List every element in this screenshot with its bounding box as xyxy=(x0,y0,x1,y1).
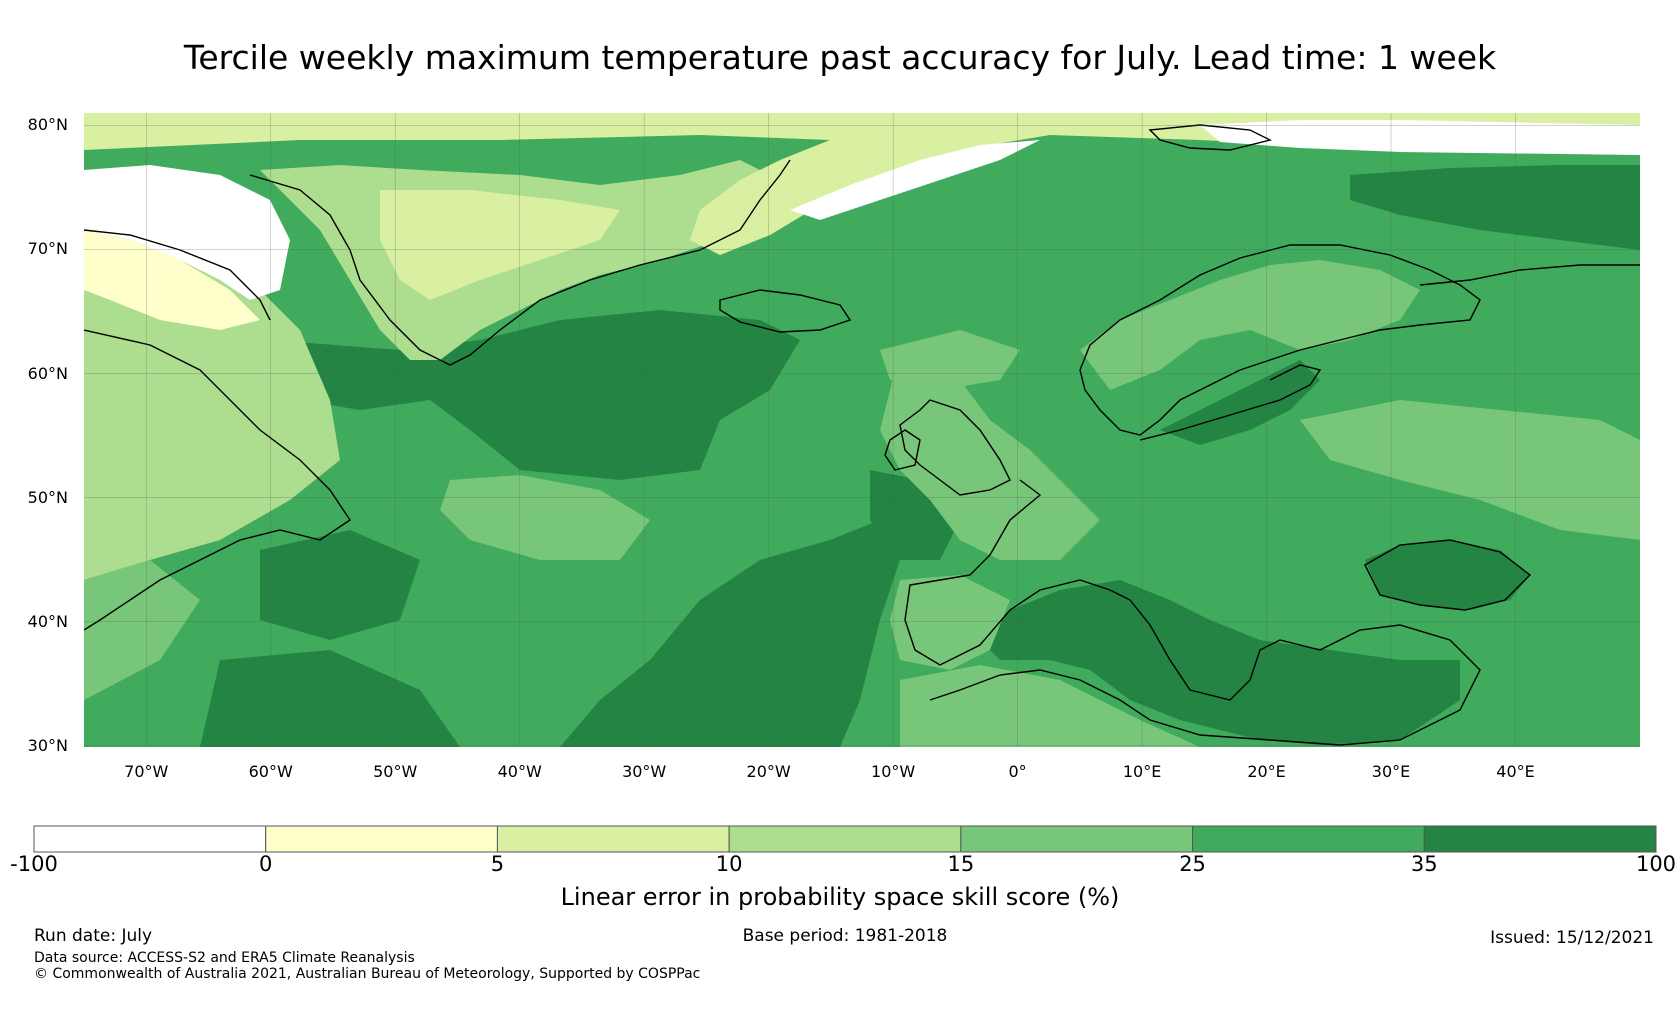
colorbar-bin xyxy=(1423,825,1657,853)
longitude-label: 20°W xyxy=(746,762,791,781)
coast-labrador xyxy=(84,329,351,631)
latitude-label: 70°N xyxy=(27,239,68,259)
colorbar-tick-label: 15 xyxy=(947,852,975,876)
coast-svalbard xyxy=(1148,124,1273,151)
colorbar-tick-label: 25 xyxy=(1179,852,1206,876)
run-date: Run date: July xyxy=(34,926,153,946)
colorbar-tick-label: 0 xyxy=(259,852,273,876)
skill-region-biscay-core xyxy=(870,470,960,560)
longitude-label: 10°W xyxy=(871,762,916,781)
skill-map xyxy=(84,113,1640,747)
skill-region-eastern-atlantic-core xyxy=(560,520,900,747)
skill-region-svalbard-negative xyxy=(1200,120,1640,155)
colorbar-tick-label: 100 xyxy=(1635,852,1677,876)
skill-region-ice-edge-negative xyxy=(790,140,1040,220)
skill-region-west-atlantic-core xyxy=(260,530,420,640)
longitude-label: 60°W xyxy=(248,762,293,781)
coast-baltic xyxy=(1139,364,1322,441)
coast-ireland xyxy=(884,429,921,471)
skill-region-scandinavia xyxy=(1080,260,1420,390)
base-period: Base period: 1981-2018 xyxy=(742,926,948,946)
skill-region-north-africa xyxy=(900,665,1200,747)
issued-date: Issued: 15/12/2021 xyxy=(1490,928,1654,948)
latitude-label: 60°N xyxy=(27,363,68,383)
longitude-label: 70°W xyxy=(124,762,169,781)
skill-region-iberia xyxy=(890,575,1010,670)
colorbar-tick-label: 5 xyxy=(490,852,505,876)
skill-region-baffin-negative xyxy=(84,165,290,300)
skill-region-mediterranean xyxy=(980,580,1460,745)
map-panel: 80°N 70°N 60°N 50°N 40°N 30°N 70°W 60°W 50°W 40°… xyxy=(27,113,1640,781)
skill-region-western-europe xyxy=(880,350,1100,560)
colorbar-tick-label: 10 xyxy=(715,852,743,876)
coast-black-sea xyxy=(1364,539,1532,611)
coast-scandinavia xyxy=(1079,244,1481,436)
colorbar-bin xyxy=(496,825,730,853)
latitude-label: 50°N xyxy=(27,487,68,507)
colorbar-bins xyxy=(33,825,1657,853)
skill-region-mid-atlantic-light xyxy=(440,475,650,560)
longitude-label: 20°E xyxy=(1247,762,1286,781)
skill-region-baffin-low xyxy=(84,230,260,330)
longitude-label: 50°W xyxy=(373,762,418,781)
skill-region-eastern-europe xyxy=(1300,400,1640,540)
latitude-label: 30°N xyxy=(27,735,68,755)
colorbar-bin xyxy=(33,825,267,853)
colorbar-bin xyxy=(728,825,962,853)
colorbar xyxy=(33,825,1657,853)
map-title: Tercile weekly maximum temperature past … xyxy=(183,38,1497,77)
longitude-label: 30°E xyxy=(1371,762,1411,781)
coast-baffin xyxy=(84,229,271,321)
copyright: © Commonwealth of Australia 2021, Austra… xyxy=(34,966,701,982)
colorbar-bin xyxy=(1192,825,1425,853)
latitude-label: 40°N xyxy=(27,611,68,631)
longitude-label: 10°E xyxy=(1122,762,1162,781)
skill-region-canada-south xyxy=(84,560,200,700)
graticule xyxy=(84,113,1640,747)
colorbar-frame xyxy=(33,825,1657,853)
longitude-label: 40°W xyxy=(497,762,542,781)
longitude-label: 0° xyxy=(1008,762,1027,781)
skill-region-black-sea xyxy=(1365,540,1530,610)
colorbar-tick-label: 35 xyxy=(1410,852,1438,876)
coast-greenland xyxy=(249,159,791,366)
coast-russia-north xyxy=(1419,264,1640,286)
coast-europe-west xyxy=(904,479,1481,746)
data-source: Data source: ACCESS-S2 and ERA5 Climate … xyxy=(34,950,415,966)
colorbar-bin xyxy=(960,825,1194,853)
colorbar-bin xyxy=(265,825,498,853)
longitude-label: 30°W xyxy=(622,762,667,781)
longitude-label: 40°E xyxy=(1496,762,1535,781)
latitude-label: 80°N xyxy=(27,115,68,135)
skill-region-barents xyxy=(1350,165,1640,250)
coastlines xyxy=(84,124,1640,746)
coast-iceland xyxy=(719,289,852,333)
skill-region-greenland-interior xyxy=(380,190,620,300)
skill-region-iceland-basin xyxy=(880,330,1020,390)
coast-british-isles xyxy=(899,399,1011,496)
colorbar-tick-label: -100 xyxy=(10,852,58,876)
colorbar-label: Linear error in probability space skill … xyxy=(560,883,1120,911)
